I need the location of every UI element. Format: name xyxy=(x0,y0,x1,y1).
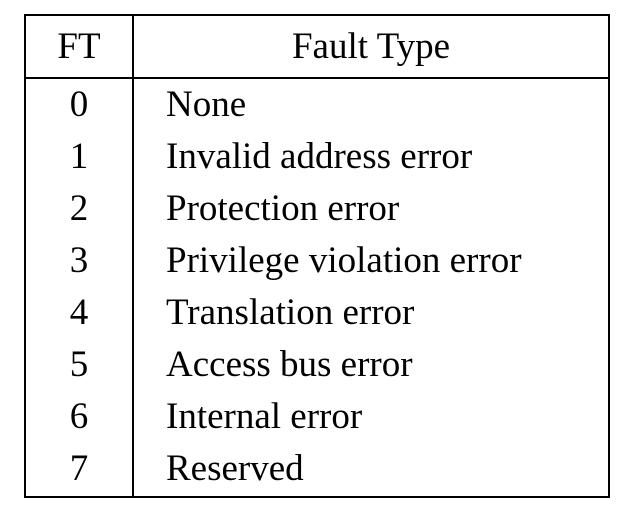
table-row: 7 Reserved xyxy=(26,443,608,495)
cell-ft: 4 xyxy=(69,292,89,333)
table-row: 6 Internal error xyxy=(26,391,608,443)
cell-fault-type: None xyxy=(166,84,247,125)
cell-ft: 0 xyxy=(69,84,89,125)
cell-ft: 1 xyxy=(69,136,89,177)
table-row: 5 Access bus error xyxy=(26,339,608,391)
cell-fault-type: Translation error xyxy=(166,292,415,333)
cell-fault-type: Privilege violation error xyxy=(166,240,522,281)
header-fault-type: Fault Type xyxy=(291,26,451,67)
cell-ft: 3 xyxy=(69,240,89,281)
table-row: 0 None xyxy=(26,79,608,131)
cell-ft: 5 xyxy=(69,344,89,385)
cell-ft: 6 xyxy=(69,396,89,437)
fault-type-table: FT Fault Type 0 None 1 Invalid address e… xyxy=(24,14,610,498)
cell-ft: 7 xyxy=(69,448,89,489)
header-rule xyxy=(26,77,608,79)
cell-fault-type: Reserved xyxy=(166,448,304,489)
cell-ft: 2 xyxy=(69,188,89,229)
table-body: 0 None 1 Invalid address error 2 Protect… xyxy=(26,79,608,495)
cell-fault-type: Invalid address error xyxy=(166,136,473,177)
cell-fault-type: Protection error xyxy=(166,188,400,229)
cell-fault-type: Internal error xyxy=(166,396,363,437)
column-divider xyxy=(132,16,134,496)
header-ft: FT xyxy=(57,26,101,67)
table-row: 1 Invalid address error xyxy=(26,131,608,183)
table-row: 2 Protection error xyxy=(26,183,608,235)
cell-fault-type: Access bus error xyxy=(166,344,413,385)
table-row: 4 Translation error xyxy=(26,287,608,339)
table-row: 3 Privilege violation error xyxy=(26,235,608,287)
